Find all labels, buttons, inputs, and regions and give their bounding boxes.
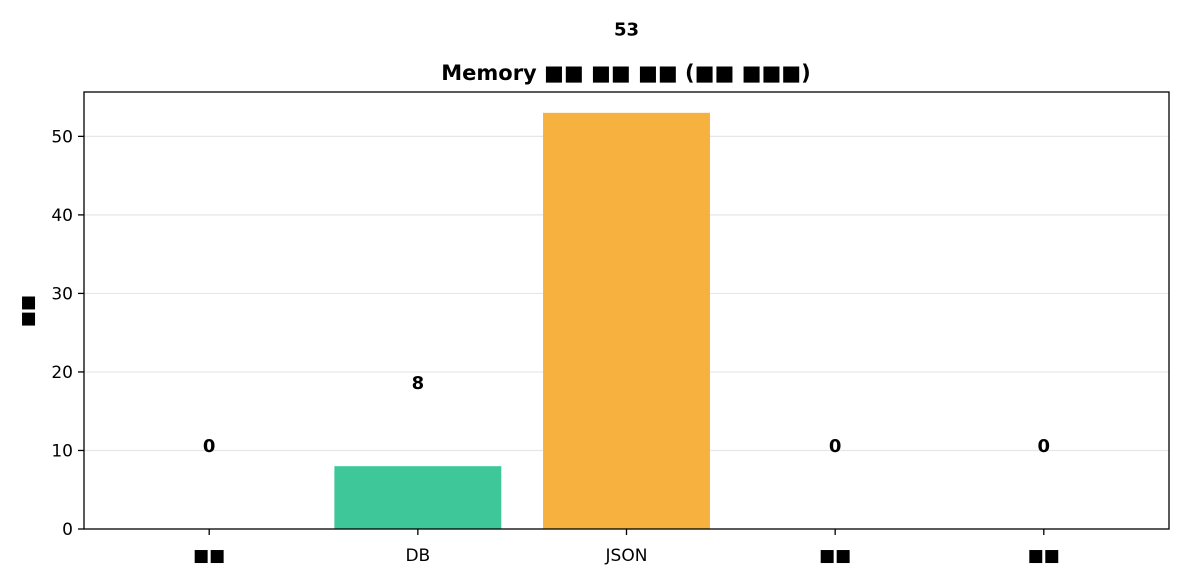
value-label-layer: 0 8 53 0 0: [203, 20, 1050, 457]
y-tick-label: 40: [51, 206, 73, 226]
y-tick-label: 30: [51, 284, 73, 304]
chart-title: Memory ■■ ■■ ■■ (■■ ■■■): [441, 61, 811, 85]
x-tick-label: JSON: [605, 546, 648, 566]
bar-value-label: 8: [412, 373, 425, 394]
y-tick-label: 50: [51, 127, 73, 147]
bar: [334, 466, 502, 529]
x-tick-label: DB: [405, 546, 430, 566]
y-tick-label: 10: [51, 441, 73, 461]
bar-value-label: 0: [203, 436, 216, 457]
y-tick-label: 0: [62, 520, 73, 540]
y-tick-label: 20: [51, 363, 73, 383]
bar: [543, 112, 710, 530]
bar-value-label: 0: [1038, 436, 1051, 457]
x-tick-label: ■■: [193, 546, 225, 566]
x-tick-label: ■■: [819, 546, 851, 566]
bar-value-label: 53: [614, 20, 639, 41]
bar-layer: [334, 112, 710, 530]
bar-value-label: 0: [829, 436, 842, 457]
y-axis-label: ■■: [18, 295, 38, 327]
tick-layer: 0 10 20 30 40 50 ■■ DB JSON ■■ ■■: [51, 127, 1060, 566]
x-tick-label: ■■: [1028, 546, 1060, 566]
